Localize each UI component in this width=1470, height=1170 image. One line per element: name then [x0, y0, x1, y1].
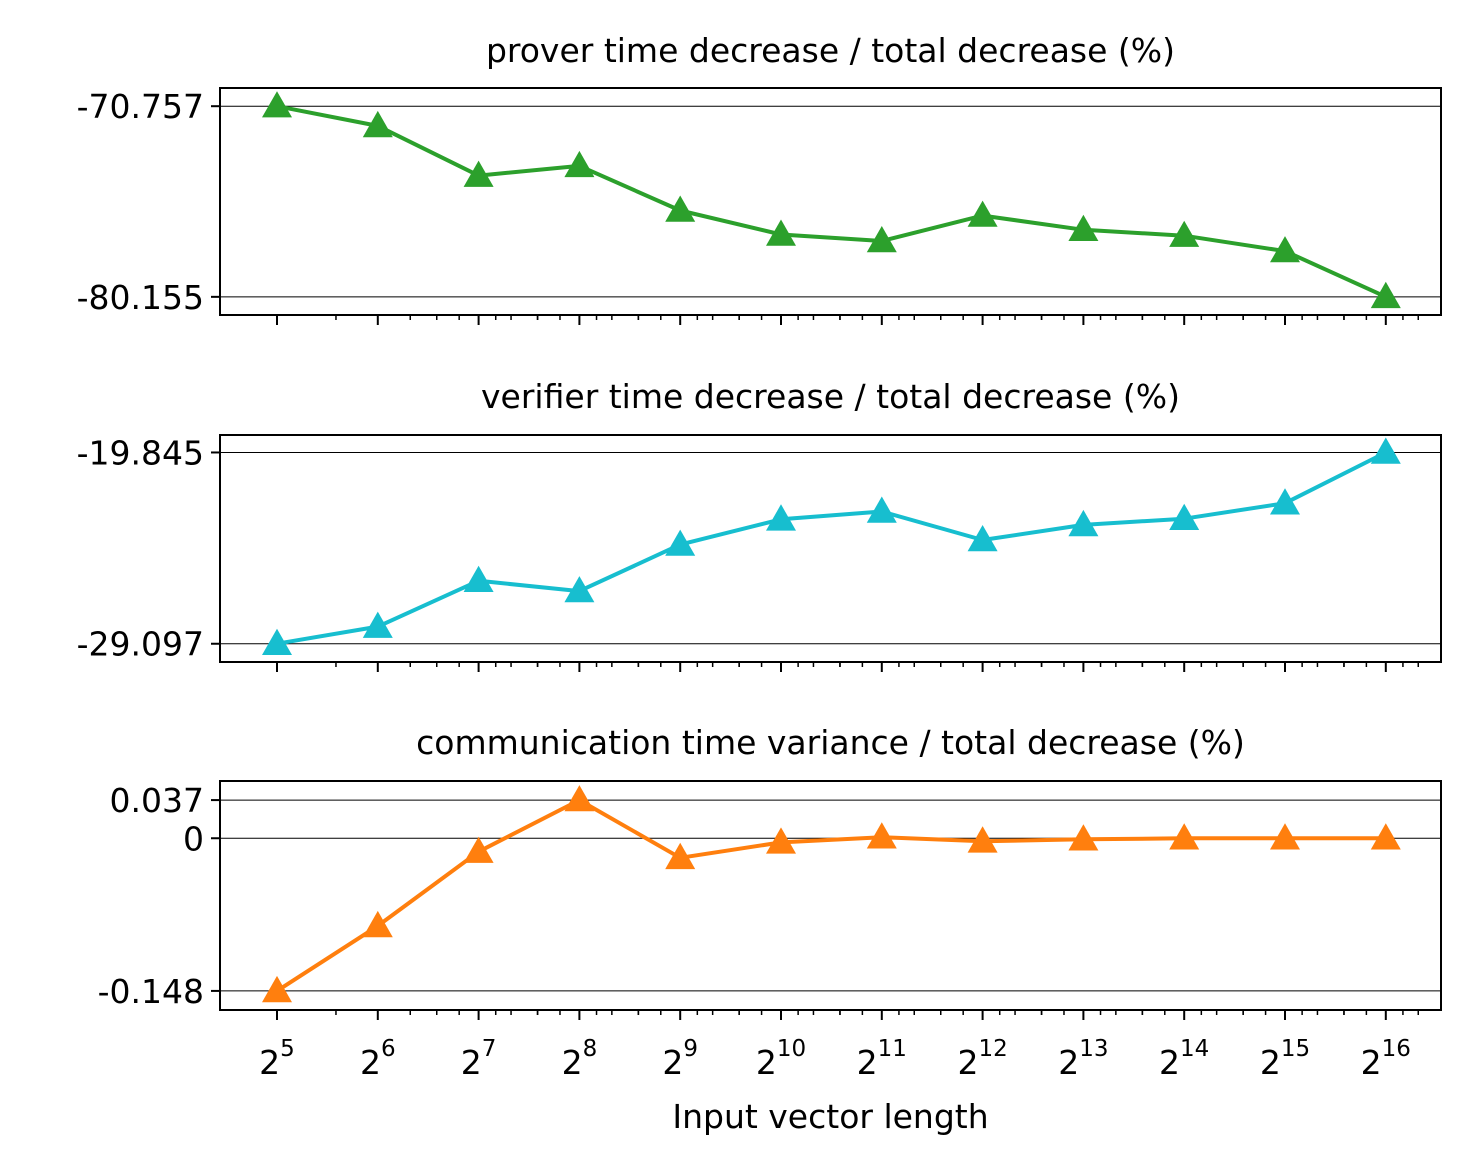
y-tick-label: -80.155 — [77, 278, 204, 317]
x-tick-base: 2 — [259, 1043, 280, 1082]
data-point — [665, 842, 696, 870]
chart-panel-3: communication time variance / total decr… — [98, 723, 1442, 1136]
x-tick-label: 212 — [957, 1036, 1007, 1082]
x-tick-base: 2 — [1058, 1043, 1079, 1082]
data-point — [1270, 823, 1300, 850]
chart-panel-2: verifier time decrease / total decrease … — [77, 377, 1442, 672]
x-tick-base: 2 — [1260, 1043, 1281, 1082]
axes-frame — [219, 780, 1442, 1011]
x-tick-base: 2 — [461, 1043, 482, 1082]
data-point — [1370, 281, 1401, 309]
data-point — [866, 226, 897, 253]
data-point — [564, 785, 595, 812]
data-point — [262, 975, 292, 1003]
x-tick-base: 2 — [756, 1043, 777, 1082]
data-point — [866, 496, 897, 523]
x-tick-base: 2 — [857, 1043, 878, 1082]
x-tick-label: 25 — [259, 1036, 295, 1082]
y-tick-label: -0.148 — [98, 972, 204, 1011]
data-point — [766, 219, 796, 246]
data-point — [665, 195, 696, 222]
x-tick-base: 2 — [360, 1043, 381, 1082]
x-tick-exponent: 10 — [777, 1036, 806, 1062]
x-tick-exponent: 7 — [482, 1036, 497, 1062]
data-point — [967, 525, 998, 552]
y-tick-label: -29.097 — [77, 625, 204, 664]
x-tick-label: 28 — [562, 1036, 598, 1082]
data-point — [262, 628, 292, 655]
x-tick-label: 215 — [1260, 1036, 1310, 1082]
data-point — [1370, 437, 1401, 464]
panel-title: prover time decrease / total decrease (%… — [486, 31, 1175, 70]
series-line — [276, 450, 1387, 646]
x-tick-label: 216 — [1361, 1036, 1411, 1082]
data-point — [1270, 488, 1300, 515]
x-tick-label: 27 — [461, 1036, 497, 1082]
x-tick-exponent: 12 — [978, 1036, 1007, 1062]
data-point — [362, 611, 393, 638]
data-point — [1068, 824, 1099, 851]
x-tick-exponent: 5 — [280, 1036, 295, 1062]
x-tick-base: 2 — [1159, 1043, 1180, 1082]
series-line — [275, 798, 1386, 993]
data-point — [463, 160, 494, 187]
x-tick-base: 2 — [562, 1043, 583, 1082]
x-tick-exponent: 11 — [878, 1036, 907, 1062]
x-tick-exponent: 9 — [683, 1036, 698, 1062]
x-tick-exponent: 14 — [1180, 1036, 1209, 1062]
x-tick-base: 2 — [957, 1043, 978, 1082]
data-point — [1068, 509, 1099, 537]
x-tick-base: 2 — [662, 1043, 683, 1082]
series-line — [276, 104, 1387, 299]
axes-frame — [219, 87, 1442, 316]
x-tick-exponent: 8 — [583, 1036, 598, 1062]
axes-frame — [219, 434, 1442, 663]
data-point — [967, 200, 998, 227]
data-point — [1169, 503, 1200, 530]
data-point — [1169, 823, 1200, 850]
x-tick-label: 211 — [857, 1036, 907, 1082]
x-axis-label: Input vector length — [672, 1097, 988, 1136]
chart-panel-1: prover time decrease / total decrease (%… — [77, 31, 1442, 325]
panel-title: communication time variance / total decr… — [416, 723, 1245, 762]
data-point — [766, 827, 796, 854]
data-point — [1068, 214, 1099, 241]
x-tick-label: 29 — [662, 1036, 698, 1082]
data-point — [766, 504, 796, 531]
data-point — [564, 576, 595, 603]
x-tick-exponent: 6 — [381, 1036, 396, 1062]
y-tick-label: -70.757 — [77, 87, 204, 126]
data-point — [1169, 220, 1200, 247]
data-point — [463, 836, 494, 863]
y-tick-label: 0 — [183, 819, 204, 858]
data-point — [967, 826, 998, 853]
panel-title: verifier time decrease / total decrease … — [481, 377, 1180, 416]
data-point — [1370, 823, 1401, 850]
data-point — [1270, 236, 1300, 263]
x-tick-exponent: 15 — [1281, 1036, 1310, 1062]
data-point — [362, 910, 393, 938]
data-point — [262, 91, 292, 118]
x-tick-label: 210 — [756, 1036, 806, 1082]
x-tick-label: 213 — [1058, 1036, 1108, 1082]
x-tick-label: 214 — [1159, 1036, 1209, 1082]
data-point — [463, 565, 494, 592]
y-tick-label: -19.845 — [77, 433, 204, 472]
x-tick-label: 26 — [360, 1036, 396, 1082]
x-tick-exponent: 16 — [1382, 1036, 1411, 1062]
x-tick-exponent: 13 — [1079, 1036, 1108, 1062]
data-point — [665, 529, 696, 556]
data-point — [866, 822, 897, 849]
x-tick-base: 2 — [1361, 1043, 1382, 1082]
data-point — [362, 110, 393, 138]
data-point — [564, 150, 595, 178]
y-tick-label: 0.037 — [110, 781, 204, 820]
